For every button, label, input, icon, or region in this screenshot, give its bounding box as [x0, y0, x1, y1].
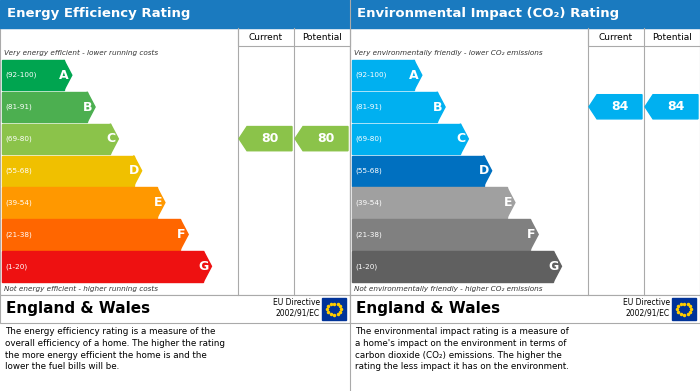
Text: G: G	[548, 260, 559, 273]
Text: (92-100): (92-100)	[5, 72, 36, 79]
Text: (39-54): (39-54)	[5, 199, 32, 206]
Polygon shape	[645, 95, 698, 119]
Text: (69-80): (69-80)	[355, 136, 382, 142]
Text: Very environmentally friendly - lower CO₂ emissions: Very environmentally friendly - lower CO…	[354, 49, 542, 56]
Text: A: A	[60, 69, 69, 82]
Bar	[322, 298, 346, 320]
Polygon shape	[484, 156, 491, 186]
Text: Current: Current	[599, 32, 633, 41]
Text: (81-91): (81-91)	[5, 104, 32, 110]
Bar	[2, 124, 111, 154]
Text: C: C	[106, 133, 116, 145]
Polygon shape	[157, 187, 165, 218]
Text: Potential: Potential	[302, 32, 342, 41]
Bar	[350, 28, 700, 295]
Text: Environmental Impact (CO₂) Rating: Environmental Impact (CO₂) Rating	[357, 7, 619, 20]
Bar	[2, 251, 204, 282]
Bar	[352, 92, 437, 122]
Text: The environmental impact rating is a measure of
a home's impact on the environme: The environmental impact rating is a mea…	[355, 327, 569, 371]
Bar	[350, 295, 700, 323]
Text: EU Directive
2002/91/EC: EU Directive 2002/91/EC	[273, 298, 320, 318]
Text: (1-20): (1-20)	[5, 263, 27, 269]
Bar	[2, 156, 134, 186]
Text: 80: 80	[317, 132, 334, 145]
Text: (55-68): (55-68)	[5, 167, 32, 174]
Text: E: E	[503, 196, 512, 209]
Polygon shape	[461, 124, 468, 154]
Text: C: C	[456, 133, 466, 145]
Polygon shape	[239, 127, 292, 151]
Text: Not environmentally friendly - higher CO₂ emissions: Not environmentally friendly - higher CO…	[354, 285, 542, 292]
Bar	[352, 60, 414, 90]
Bar	[350, 0, 700, 28]
Text: 80: 80	[261, 132, 278, 145]
Text: EU Directive
2002/91/EC: EU Directive 2002/91/EC	[623, 298, 670, 318]
Text: 84: 84	[611, 100, 628, 113]
Text: Current: Current	[249, 32, 283, 41]
Text: England & Wales: England & Wales	[6, 301, 150, 316]
Text: Not energy efficient - higher running costs: Not energy efficient - higher running co…	[4, 285, 158, 292]
Text: E: E	[153, 196, 162, 209]
Bar	[352, 124, 461, 154]
Bar	[0, 28, 350, 295]
Text: D: D	[478, 164, 489, 177]
Text: D: D	[128, 164, 139, 177]
Bar	[2, 60, 64, 90]
Text: The energy efficiency rating is a measure of the
overall efficiency of a home. T: The energy efficiency rating is a measur…	[5, 327, 225, 371]
Bar	[352, 156, 484, 186]
Bar	[588, 28, 700, 46]
Text: (21-38): (21-38)	[355, 231, 382, 238]
Text: B: B	[433, 100, 442, 113]
Polygon shape	[554, 251, 561, 282]
Bar	[352, 219, 530, 249]
Polygon shape	[295, 127, 348, 151]
Text: (92-100): (92-100)	[355, 72, 386, 79]
Text: (55-68): (55-68)	[355, 167, 382, 174]
Text: England & Wales: England & Wales	[356, 301, 500, 316]
Text: B: B	[83, 100, 92, 113]
Bar	[0, 0, 350, 28]
Text: F: F	[526, 228, 536, 241]
Polygon shape	[134, 156, 141, 186]
Bar	[2, 219, 180, 249]
Text: Potential: Potential	[652, 32, 692, 41]
Bar	[2, 187, 157, 218]
Polygon shape	[180, 219, 188, 249]
Bar	[672, 298, 696, 320]
Text: (1-20): (1-20)	[355, 263, 377, 269]
Text: G: G	[198, 260, 209, 273]
Polygon shape	[437, 92, 445, 122]
Text: A: A	[410, 69, 419, 82]
Text: (81-91): (81-91)	[355, 104, 382, 110]
Polygon shape	[204, 251, 211, 282]
Bar	[238, 28, 350, 46]
Text: (39-54): (39-54)	[355, 199, 382, 206]
Polygon shape	[589, 95, 642, 119]
Polygon shape	[530, 219, 538, 249]
Bar	[0, 295, 350, 323]
Polygon shape	[111, 124, 118, 154]
Text: Very energy efficient - lower running costs: Very energy efficient - lower running co…	[4, 49, 158, 56]
Polygon shape	[507, 187, 515, 218]
Text: (21-38): (21-38)	[5, 231, 32, 238]
Polygon shape	[414, 60, 422, 90]
Bar	[2, 92, 87, 122]
Bar	[352, 251, 554, 282]
Text: 84: 84	[667, 100, 684, 113]
Bar	[352, 187, 507, 218]
Text: F: F	[176, 228, 186, 241]
Polygon shape	[64, 60, 72, 90]
Text: (69-80): (69-80)	[5, 136, 32, 142]
Text: Energy Efficiency Rating: Energy Efficiency Rating	[7, 7, 190, 20]
Polygon shape	[87, 92, 95, 122]
